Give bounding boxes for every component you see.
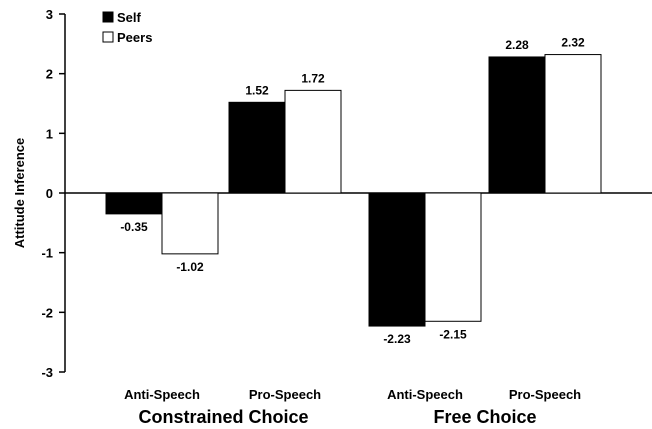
y-tick-label: 2 — [46, 67, 53, 82]
bar-self-1 — [228, 101, 286, 194]
data-label-peers-1: 1.72 — [301, 71, 325, 85]
y-tick-label: -1 — [41, 246, 53, 261]
legend-label-self: Self — [117, 10, 142, 25]
legend-label-peers: Peers — [117, 30, 152, 45]
bars — [105, 54, 602, 327]
data-label-self-0: -0.35 — [120, 220, 148, 234]
group-label-0: Constrained Choice — [138, 407, 308, 427]
category-label-3: Pro-Speech — [509, 387, 581, 402]
data-label-peers-2: -2.15 — [439, 327, 467, 341]
y-axis-title: Attitude Inference — [12, 138, 27, 249]
y-tick-label: 1 — [46, 126, 53, 141]
y-tick-label: 3 — [46, 7, 53, 22]
y-tick-label: 0 — [46, 186, 53, 201]
bar-peers-1 — [284, 89, 342, 194]
y-tick-label: -3 — [41, 365, 53, 380]
bar-peers-2 — [424, 192, 482, 322]
data-label-self-1: 1.52 — [245, 83, 269, 97]
data-label-self-3: 2.28 — [505, 38, 529, 52]
bar-self-3 — [488, 56, 546, 194]
data-label-self-2: -2.23 — [383, 332, 411, 346]
bar-self-0 — [105, 192, 163, 215]
data-label-peers-0: -1.02 — [176, 260, 204, 274]
legend: Self Peers — [102, 10, 152, 45]
legend-swatch-peers — [102, 31, 114, 43]
bar-peers-3 — [544, 54, 602, 194]
y-tick-label: -2 — [41, 305, 53, 320]
group-label-1: Free Choice — [433, 407, 536, 427]
legend-swatch-self — [102, 11, 114, 23]
labels: -0.35 1.52 -2.23 2.28 -1.02 1.72 -2.15 2.32 Anti… — [120, 36, 585, 427]
category-label-1: Pro-Speech — [249, 387, 321, 402]
bar-peers-0 — [161, 192, 219, 255]
category-label-0: Anti-Speech — [124, 387, 200, 402]
category-label-2: Anti-Speech — [387, 387, 463, 402]
bar-self-2 — [368, 192, 426, 327]
data-label-peers-3: 2.32 — [561, 36, 585, 50]
